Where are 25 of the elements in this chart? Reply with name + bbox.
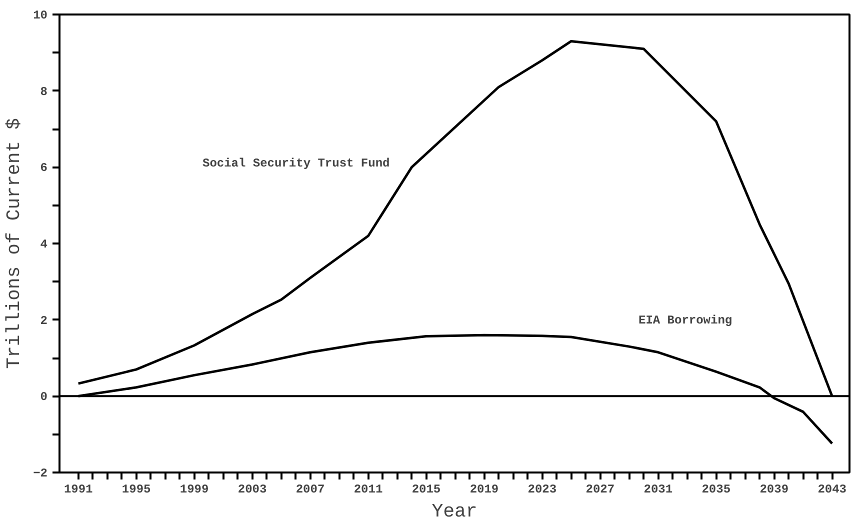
y-tick-label: 0	[40, 390, 48, 404]
x-tick-label: 2039	[760, 482, 789, 496]
y-tick-label: 2	[40, 314, 48, 328]
x-tick-label: 2011	[354, 482, 383, 496]
y-tick-label: 10	[33, 8, 48, 22]
y-tick-label: −2	[33, 466, 48, 480]
x-tick-label: 2027	[586, 482, 615, 496]
y-tick-label: 6	[40, 161, 48, 176]
annotation: EIA Borrowing	[638, 314, 732, 328]
x-tick-label: 2043	[818, 482, 847, 496]
x-tick-label: 1995	[122, 482, 151, 496]
x-tick-label: 2019	[470, 482, 499, 496]
annotation: Social Security Trust Fund	[202, 156, 390, 170]
x-tick-label: 2035	[702, 482, 731, 496]
x-tick-label: 2031	[644, 482, 673, 496]
x-tick-label: 2003	[238, 482, 267, 496]
x-tick-label: 2007	[296, 482, 325, 496]
x-tick-label: 1991	[64, 482, 93, 496]
x-tick-label: 2015	[412, 482, 441, 496]
x-axis-title: Year	[432, 500, 478, 522]
x-tick-label: 2023	[528, 482, 557, 496]
y-axis-title: Trillions of Current $	[3, 118, 26, 369]
x-tick-label: 1999	[180, 482, 209, 496]
y-tick-label: 8	[40, 84, 48, 99]
y-tick-label: 4	[40, 238, 48, 252]
